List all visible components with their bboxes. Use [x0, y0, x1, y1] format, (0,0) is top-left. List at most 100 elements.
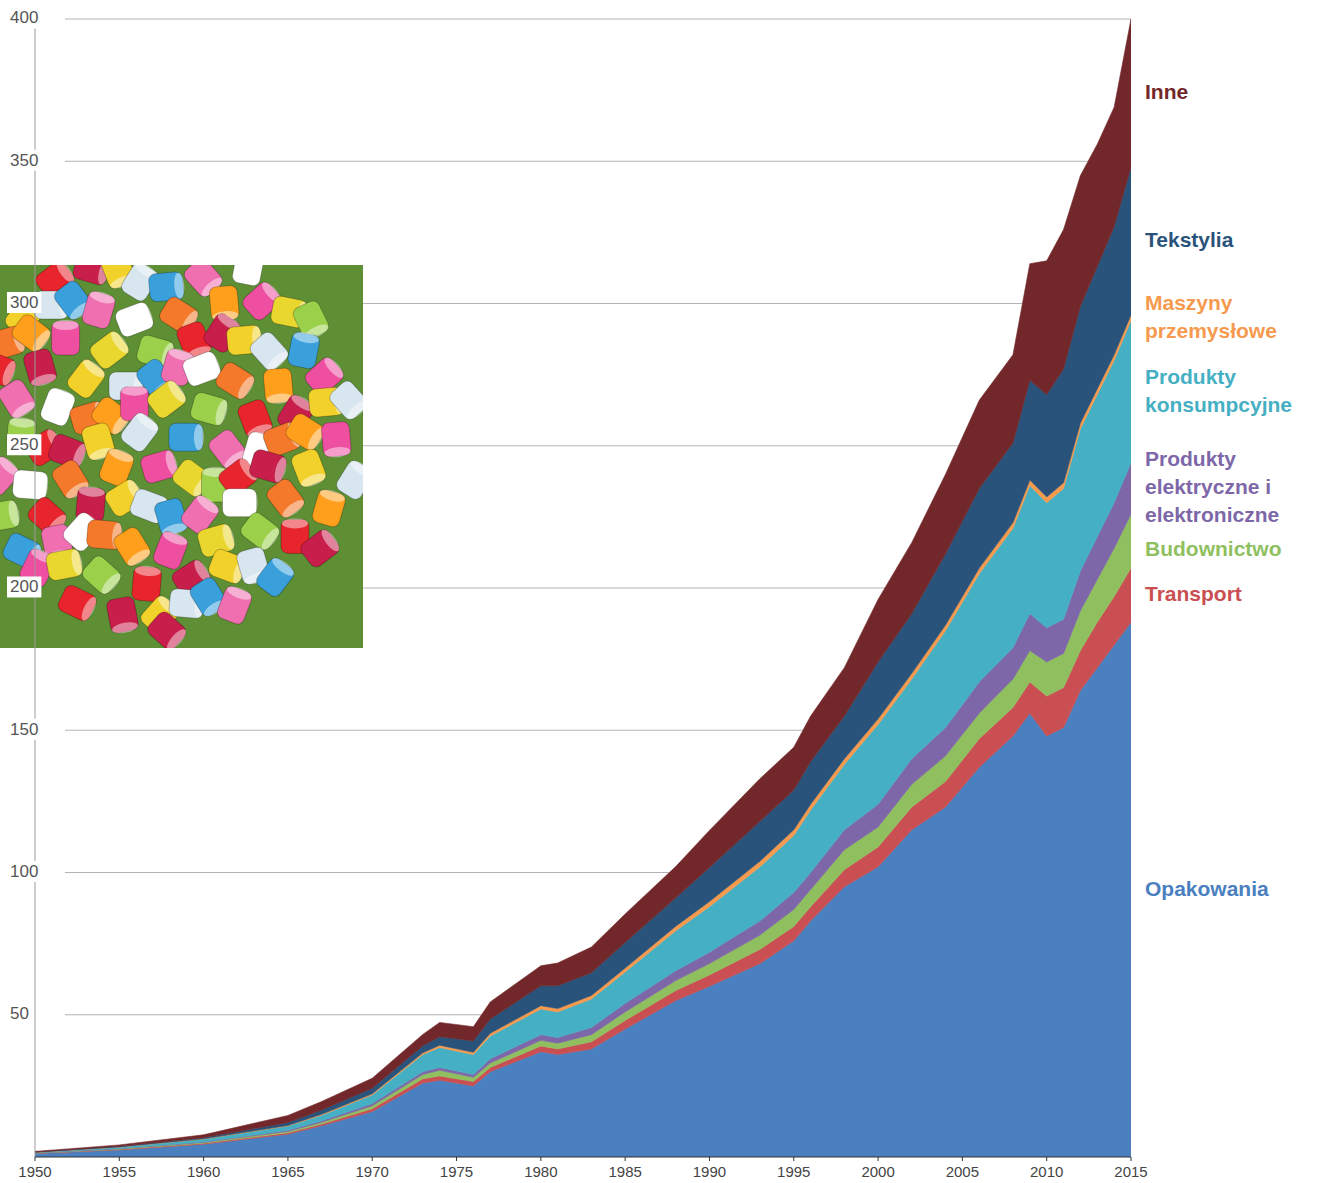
x-tick-label: 1990 [693, 1163, 726, 1180]
series-label-line: Maszyny [1145, 291, 1233, 314]
x-tick-label: 2000 [861, 1163, 894, 1180]
photo-ground [0, 265, 363, 648]
y-tick-label: 200 [10, 577, 38, 596]
photo-cup [287, 330, 321, 370]
photo-cup [264, 476, 307, 521]
x-tick [878, 1157, 879, 1161]
photo-cup [0, 499, 22, 533]
photo-cup-rim [344, 397, 363, 422]
x-tick-label: 2005 [946, 1163, 979, 1180]
series-label: Tekstylia [1145, 228, 1234, 251]
x-tick-label: 2015 [1114, 1163, 1147, 1180]
y-tick-label: 150 [10, 720, 38, 739]
series-label-line: Inne [1145, 80, 1188, 103]
photo-cup-rim [319, 487, 347, 504]
photo-cup-rim [111, 620, 138, 635]
series-label-line: Budownictwo [1145, 537, 1281, 560]
photo-cup [283, 411, 328, 453]
photo [0, 265, 363, 648]
photo-cup-rim [299, 471, 327, 490]
photo-cup [327, 378, 363, 423]
series-label-line: Produkty [1145, 447, 1236, 470]
legend: InneTekstyliaMaszynyprzemysłoweProduktyk… [1145, 80, 1292, 900]
photo-cup [223, 489, 258, 517]
tick-label-patch [7, 576, 41, 597]
photo-cup [111, 525, 153, 570]
photo-cup [189, 391, 230, 428]
photo-cup-body [213, 360, 257, 402]
photo-cup-body [0, 377, 38, 421]
photo-cup-rim [292, 330, 319, 345]
photo-cup-rim [319, 527, 343, 554]
x-tick-label: 1985 [608, 1163, 641, 1180]
x-tick [962, 1157, 963, 1161]
photo-cup-body [327, 378, 363, 422]
photo-cup-body [290, 447, 328, 489]
photo-cup-rim [134, 565, 161, 577]
x-tick-label: 2010 [1030, 1163, 1063, 1180]
photo-cup [148, 271, 185, 302]
photo-cup-body [298, 527, 342, 570]
photo-cup [213, 360, 258, 402]
photo-cup-rim [280, 497, 307, 521]
series-label: Produktykonsumpcyjne [1145, 365, 1292, 416]
x-tick-label: 1975 [440, 1163, 473, 1180]
photo-cup-rim [9, 416, 36, 428]
x-tick-label: 1965 [271, 1163, 304, 1180]
photo-cup [79, 553, 124, 597]
series-label-line: Tekstylia [1145, 228, 1234, 251]
photo-cup-body [22, 347, 58, 387]
series-label-line: konsumpcyjne [1145, 393, 1292, 416]
y-tick-label: 350 [10, 151, 38, 170]
x-tick-label: 1960 [187, 1163, 220, 1180]
y-tick-label: 400 [10, 8, 38, 27]
photo-cup [9, 312, 54, 355]
x-tick [372, 1157, 373, 1161]
x-tick [1131, 1157, 1132, 1161]
photo-cup-body [248, 448, 288, 484]
photo-cup-body [9, 312, 53, 355]
photo-cup-rim [125, 547, 152, 569]
photo-cup-rim [220, 523, 237, 551]
x-axis-line [35, 1156, 1131, 1157]
photo-cup-rim [161, 529, 189, 548]
series-label: Maszynyprzemysłowe [1145, 291, 1277, 342]
photo-cup [254, 554, 297, 599]
photo-cup [290, 447, 329, 490]
photo-cup [118, 409, 161, 454]
y-tick-labels: 50100150200250300350400 [7, 7, 41, 1024]
photo-cup-body [148, 271, 184, 302]
photo-cup-body [247, 329, 291, 373]
photo-cup [298, 526, 343, 569]
photo-cup-rim [108, 329, 132, 356]
x-tick [456, 1157, 457, 1161]
photo-cup-body [0, 499, 21, 533]
x-tick-labels: 1950195519601965197019751980198519901995… [18, 1157, 1147, 1180]
tick-label-patch [7, 150, 41, 171]
series-label-line: Opakowania [1145, 877, 1269, 900]
photo-cup-rim [282, 518, 308, 528]
x-tick [35, 1157, 36, 1161]
grid-line [65, 161, 1131, 162]
photo-cup-rim [88, 289, 116, 306]
x-tick [709, 1157, 710, 1161]
photo-cup-body [45, 548, 84, 582]
photo-cup-rim [164, 626, 189, 648]
photo-cup-rim [348, 458, 363, 480]
photo-cup-body [151, 530, 189, 572]
photo-cup-rim [213, 399, 230, 427]
x-tick [793, 1157, 794, 1161]
photo-cup-body [189, 391, 229, 427]
photo-cup-rim [137, 301, 156, 329]
photo-cup-rim [194, 424, 204, 450]
photo-cup-rim [7, 500, 22, 527]
photo-cup [45, 548, 85, 582]
x-tick [540, 1157, 541, 1161]
photo-cup-rim [165, 378, 189, 405]
tick-label-patch [7, 292, 41, 313]
photo-cup-rim [121, 386, 147, 396]
photo-cup-body [81, 290, 117, 330]
photo-cup-body [111, 525, 153, 569]
photo-cup-body [254, 555, 297, 599]
photo-cup-body [56, 583, 99, 623]
